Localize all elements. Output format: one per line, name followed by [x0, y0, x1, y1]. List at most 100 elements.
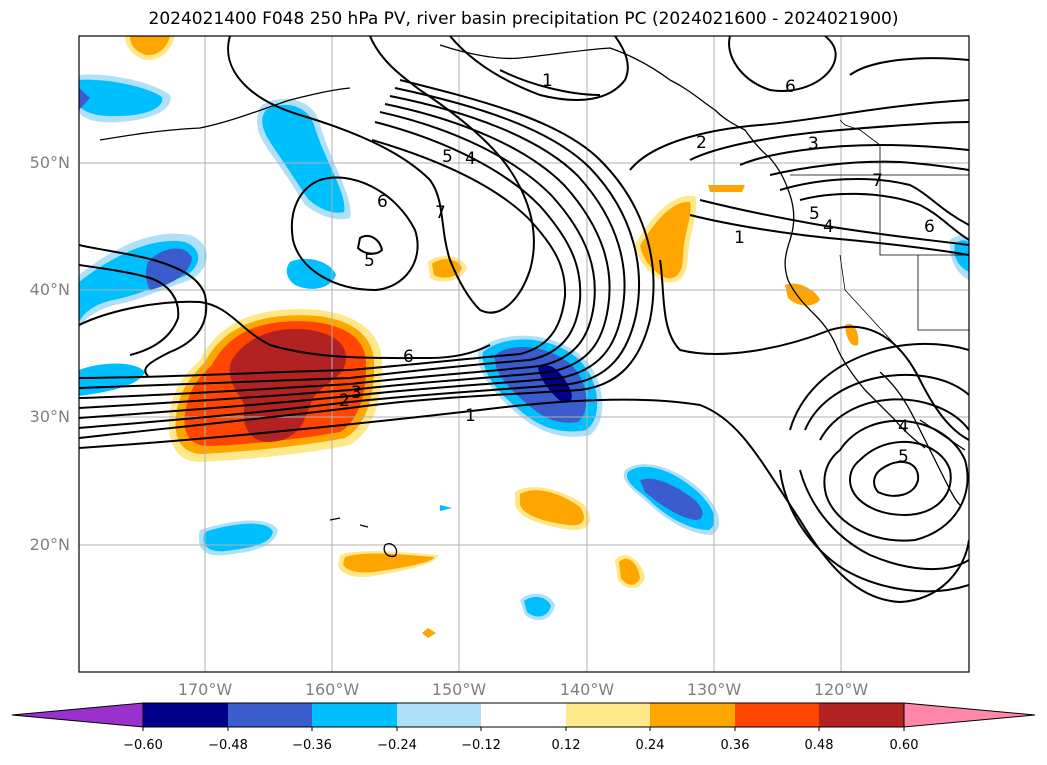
- colorbar-segment: [397, 703, 481, 727]
- colorbar-extend-high: [903, 702, 1036, 728]
- colorbar-segment: [735, 703, 819, 727]
- contour-label: 6: [924, 217, 935, 237]
- precip-negative-region: [524, 596, 551, 617]
- precip-positive-region: [619, 558, 640, 585]
- colorbar: [11, 702, 1036, 731]
- contour-label: 5: [364, 251, 375, 271]
- precip-negative-region: [494, 346, 587, 423]
- colorbar-segment: [650, 703, 735, 727]
- precip-positive-region: [229, 328, 346, 443]
- coastline-mexico: [919, 419, 966, 451]
- map-plot-area: 1 2 3 7 5 4 5 4 6 7 6 5 6 1 3 2 1 5 4 6: [79, 36, 969, 672]
- precip-positive-region: [432, 259, 462, 278]
- contour-label: 5: [809, 204, 820, 224]
- contour-label: 7: [872, 171, 883, 191]
- colorbar-tick-label: −0.24: [377, 738, 417, 753]
- lon-label-150w: 150°W: [431, 680, 487, 699]
- lon-label-170w: 170°W: [177, 680, 233, 699]
- precip-negative-region: [954, 240, 969, 272]
- contour-label: 6: [377, 192, 388, 212]
- contour-label: 1: [542, 71, 553, 91]
- colorbar-tick-label: 0.24: [635, 738, 665, 753]
- precip-positive-region: [640, 201, 691, 279]
- pv-contour: [819, 398, 969, 441]
- colorbar-tick-label: −0.48: [208, 738, 248, 753]
- contour-label: 3: [351, 383, 362, 403]
- coastline-alaska: [439, 44, 791, 196]
- pv-contour: [79, 398, 969, 604]
- political-borders: [790, 119, 969, 351]
- lon-label-140w: 140°W: [559, 680, 615, 699]
- pv-contour: [79, 87, 640, 429]
- precip-positive-region: [130, 36, 170, 56]
- pv-contour: [227, 36, 535, 314]
- coastlines: [99, 44, 966, 558]
- pv-contours: [79, 36, 969, 604]
- map-title: 2024021400 F048 250 hPa PV, river basin …: [148, 9, 899, 29]
- pv-contour: [356, 234, 384, 255]
- pv-contour: [689, 214, 969, 256]
- contour-label: 3: [808, 134, 819, 154]
- colorbar-extend-low: [11, 702, 144, 728]
- precip-negative-region: [203, 523, 273, 552]
- coastline-aleutians: [99, 87, 351, 141]
- pv-contour: [79, 300, 491, 360]
- contour-label: 5: [898, 447, 909, 467]
- lat-label-50n: 50°N: [29, 153, 70, 172]
- pv-contour: [499, 69, 601, 96]
- lat-label-40n: 40°N: [29, 280, 70, 299]
- contour-label: 2: [696, 133, 707, 153]
- precip-positive-region: [708, 185, 745, 192]
- colorbar-tick-label: −0.12: [461, 738, 501, 753]
- lon-label-130w: 130°W: [686, 680, 742, 699]
- pv-contour: [79, 95, 626, 419]
- precip-positive-region: [845, 323, 859, 346]
- coastline-baja: [879, 371, 961, 506]
- pv-contour: [779, 177, 969, 226]
- colorbar-tick-label: 0.36: [720, 738, 750, 753]
- pv-contour: [804, 373, 969, 431]
- pv-contour: [769, 160, 969, 176]
- contour-label: 6: [403, 347, 414, 367]
- precip-negative-region: [79, 363, 145, 396]
- pv-contour: [79, 103, 611, 409]
- pv-contour: [79, 264, 180, 356]
- precip-positive-region: [422, 628, 436, 638]
- pv-contour: [290, 176, 419, 292]
- colorbar-tick-label: −0.36: [292, 738, 332, 753]
- precip-negative-region: [79, 79, 163, 117]
- colorbar-segment: [566, 703, 650, 727]
- colorbar-tick-label: 0.12: [551, 738, 581, 753]
- precip-positive-region: [343, 553, 434, 573]
- pv-contour: [79, 111, 596, 399]
- contour-label-group: 1 2 3 7 5 4 5 4 6 7 6 5 6 1 3 2 1 5 4 6: [339, 71, 935, 467]
- pv-contour: [79, 139, 567, 379]
- map-gridlines: [79, 36, 969, 672]
- colorbar-tick-label: 0.60: [889, 738, 919, 753]
- pv-contour: [873, 460, 920, 497]
- coastline-north-america: [784, 194, 926, 449]
- pv-contour: [789, 342, 969, 431]
- pv-contour: [728, 36, 837, 92]
- precip-negative-region: [640, 478, 703, 520]
- colorbar-segment: [143, 703, 228, 727]
- colorbar-tick-label: −0.60: [123, 738, 163, 753]
- contour-label: 4: [465, 149, 476, 169]
- contour-label: 1: [734, 228, 745, 248]
- lat-label-20n: 20°N: [29, 535, 70, 554]
- contour-label: 4: [898, 417, 909, 437]
- pv-contour: [659, 259, 969, 441]
- pv-contour: [779, 469, 969, 593]
- pv-contour: [79, 244, 208, 377]
- colorbar-segment: [481, 703, 566, 727]
- contour-label: 6: [785, 77, 796, 97]
- colorbar-segment: [228, 703, 312, 727]
- precip-negative-region: [440, 505, 452, 511]
- contour-label: 1: [465, 406, 476, 426]
- coastline-hawaii: [329, 517, 398, 558]
- pv-contour: [79, 79, 655, 439]
- lon-label-160w: 160°W: [304, 680, 360, 699]
- pv-contour: [699, 199, 969, 246]
- precip-negative-region: [79, 88, 90, 110]
